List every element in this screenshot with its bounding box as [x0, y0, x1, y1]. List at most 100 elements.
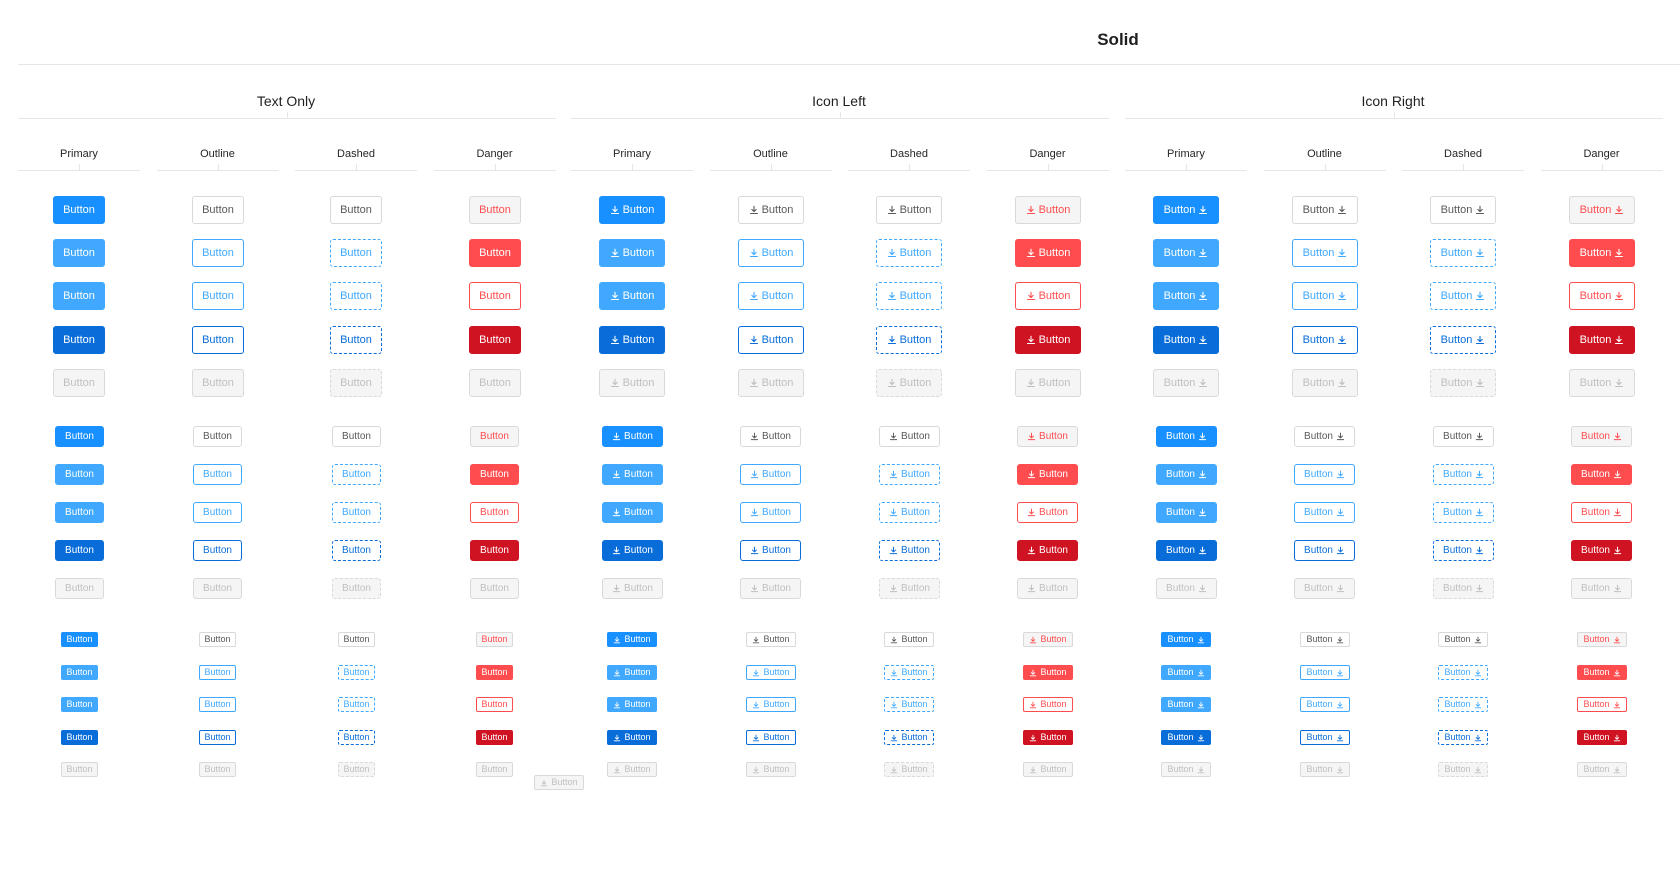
primary-hover-medium-button[interactable]: Button: [1156, 464, 1217, 485]
dashed-default-large-button[interactable]: Button: [876, 196, 942, 224]
primary-active-large-button[interactable]: Button: [1153, 326, 1219, 354]
outline-disabled-medium-button[interactable]: Button: [1294, 578, 1355, 599]
primary-disabled-medium-button[interactable]: Button: [602, 578, 663, 599]
primary-default-small-button[interactable]: Button: [1161, 632, 1211, 647]
dashed-default-small-button[interactable]: Button: [884, 632, 934, 647]
danger-default-medium-button[interactable]: Button: [1571, 426, 1632, 447]
outline-default-small-button[interactable]: Button: [746, 632, 796, 647]
danger-hover-large-button[interactable]: Button: [1015, 239, 1081, 267]
primary-focus-large-button[interactable]: Button: [53, 282, 105, 310]
danger-active-medium-button[interactable]: Button: [470, 540, 519, 561]
outline-focus-small-button[interactable]: Button: [199, 697, 236, 712]
danger-hover-medium-button[interactable]: Button: [470, 464, 519, 485]
primary-hover-small-button[interactable]: Button: [61, 665, 98, 680]
danger-disabled-small-button[interactable]: Button: [476, 762, 513, 777]
primary-active-small-button[interactable]: Button: [1161, 730, 1211, 745]
outline-disabled-large-button[interactable]: Button: [192, 369, 244, 397]
outline-active-small-button[interactable]: Button: [746, 730, 796, 745]
primary-default-medium-button[interactable]: Button: [602, 426, 663, 447]
primary-default-small-button[interactable]: Button: [607, 632, 657, 647]
outline-focus-medium-button[interactable]: Button: [740, 502, 801, 523]
dashed-default-medium-button[interactable]: Button: [332, 426, 381, 447]
danger-hover-small-button[interactable]: Button: [1577, 665, 1627, 680]
outline-default-medium-button[interactable]: Button: [740, 426, 801, 447]
danger-focus-small-button[interactable]: Button: [1577, 697, 1627, 712]
dashed-disabled-medium-button[interactable]: Button: [332, 578, 381, 599]
dashed-disabled-small-button[interactable]: Button: [884, 762, 934, 777]
primary-disabled-large-button[interactable]: Button: [1153, 369, 1219, 397]
dashed-disabled-large-button[interactable]: Button: [876, 369, 942, 397]
danger-disabled-small-button[interactable]: Button: [1023, 762, 1073, 777]
dashed-disabled-small-button[interactable]: Button: [338, 762, 375, 777]
danger-focus-small-button[interactable]: Button: [1023, 697, 1073, 712]
danger-hover-large-button[interactable]: Button: [469, 239, 521, 267]
outline-disabled-medium-button[interactable]: Button: [193, 578, 242, 599]
primary-focus-large-button[interactable]: Button: [1153, 282, 1219, 310]
primary-focus-small-button[interactable]: Button: [1161, 697, 1211, 712]
outline-focus-small-button[interactable]: Button: [1300, 697, 1350, 712]
danger-disabled-large-button[interactable]: Button: [1015, 369, 1081, 397]
dashed-focus-small-button[interactable]: Button: [338, 697, 375, 712]
outline-hover-small-button[interactable]: Button: [746, 665, 796, 680]
outline-disabled-large-button[interactable]: Button: [738, 369, 804, 397]
danger-focus-medium-button[interactable]: Button: [470, 502, 519, 523]
dashed-hover-small-button[interactable]: Button: [1438, 665, 1488, 680]
outline-focus-medium-button[interactable]: Button: [193, 502, 242, 523]
dashed-disabled-medium-button[interactable]: Button: [1433, 578, 1494, 599]
dashed-default-small-button[interactable]: Button: [338, 632, 375, 647]
outline-disabled-medium-button[interactable]: Button: [740, 578, 801, 599]
primary-disabled-small-button[interactable]: Button: [61, 762, 98, 777]
primary-hover-small-button[interactable]: Button: [607, 665, 657, 680]
danger-hover-large-button[interactable]: Button: [1569, 239, 1635, 267]
outline-active-large-button[interactable]: Button: [1292, 326, 1358, 354]
dashed-focus-large-button[interactable]: Button: [876, 282, 942, 310]
dashed-hover-medium-button[interactable]: Button: [1433, 464, 1494, 485]
dashed-active-small-button[interactable]: Button: [338, 730, 375, 745]
outline-active-medium-button[interactable]: Button: [1294, 540, 1355, 561]
danger-disabled-medium-button[interactable]: Button: [470, 578, 519, 599]
primary-focus-medium-button[interactable]: Button: [1156, 502, 1217, 523]
primary-default-medium-button[interactable]: Button: [55, 426, 104, 447]
dashed-hover-large-button[interactable]: Button: [876, 239, 942, 267]
outline-default-large-button[interactable]: Button: [1292, 196, 1358, 224]
outline-default-large-button[interactable]: Button: [738, 196, 804, 224]
danger-disabled-medium-button[interactable]: Button: [1017, 578, 1078, 599]
dashed-default-medium-button[interactable]: Button: [879, 426, 940, 447]
stray-disabled-button[interactable]: Button: [534, 775, 584, 790]
primary-disabled-small-button[interactable]: Button: [607, 762, 657, 777]
outline-focus-small-button[interactable]: Button: [746, 697, 796, 712]
dashed-hover-large-button[interactable]: Button: [1430, 239, 1496, 267]
primary-disabled-large-button[interactable]: Button: [53, 369, 105, 397]
danger-default-large-button[interactable]: Button: [469, 196, 521, 224]
primary-active-small-button[interactable]: Button: [61, 730, 98, 745]
outline-hover-large-button[interactable]: Button: [738, 239, 804, 267]
outline-active-medium-button[interactable]: Button: [193, 540, 242, 561]
danger-default-large-button[interactable]: Button: [1015, 196, 1081, 224]
dashed-focus-large-button[interactable]: Button: [1430, 282, 1496, 310]
danger-focus-small-button[interactable]: Button: [476, 697, 513, 712]
dashed-active-medium-button[interactable]: Button: [879, 540, 940, 561]
danger-default-small-button[interactable]: Button: [1023, 632, 1073, 647]
dashed-active-large-button[interactable]: Button: [876, 326, 942, 354]
primary-default-large-button[interactable]: Button: [1153, 196, 1219, 224]
dashed-active-small-button[interactable]: Button: [1438, 730, 1488, 745]
outline-focus-large-button[interactable]: Button: [738, 282, 804, 310]
primary-focus-medium-button[interactable]: Button: [602, 502, 663, 523]
danger-focus-large-button[interactable]: Button: [469, 282, 521, 310]
outline-default-small-button[interactable]: Button: [199, 632, 236, 647]
outline-disabled-large-button[interactable]: Button: [1292, 369, 1358, 397]
primary-focus-small-button[interactable]: Button: [61, 697, 98, 712]
primary-active-medium-button[interactable]: Button: [602, 540, 663, 561]
outline-disabled-small-button[interactable]: Button: [1300, 762, 1350, 777]
danger-hover-small-button[interactable]: Button: [1023, 665, 1073, 680]
dashed-disabled-small-button[interactable]: Button: [1438, 762, 1488, 777]
dashed-focus-large-button[interactable]: Button: [330, 282, 382, 310]
dashed-active-medium-button[interactable]: Button: [332, 540, 381, 561]
primary-active-medium-button[interactable]: Button: [55, 540, 104, 561]
outline-focus-large-button[interactable]: Button: [192, 282, 244, 310]
dashed-focus-medium-button[interactable]: Button: [879, 502, 940, 523]
danger-active-large-button[interactable]: Button: [469, 326, 521, 354]
danger-default-medium-button[interactable]: Button: [470, 426, 519, 447]
outline-active-small-button[interactable]: Button: [199, 730, 236, 745]
danger-active-medium-button[interactable]: Button: [1017, 540, 1078, 561]
